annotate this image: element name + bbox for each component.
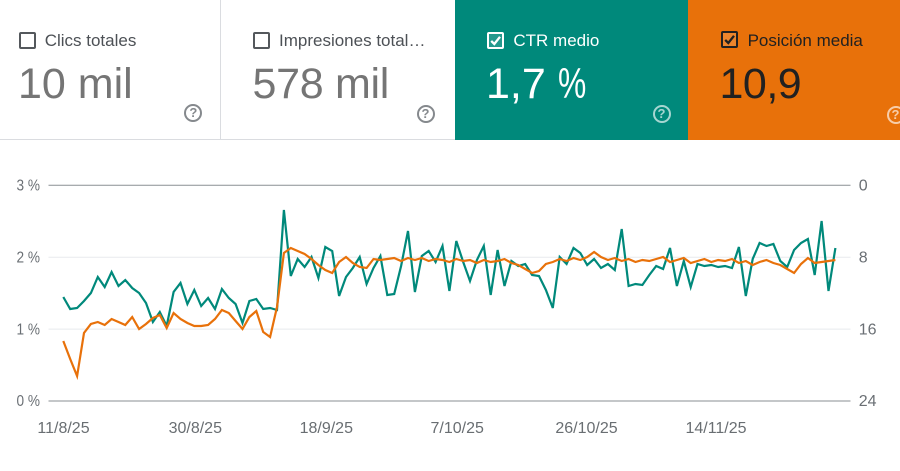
- svg-text:0 %: 0 %: [17, 393, 41, 410]
- svg-text:18/9/25: 18/9/25: [300, 420, 353, 437]
- svg-text:11/8/25: 11/8/25: [37, 420, 89, 437]
- svg-text:1 %: 1 %: [17, 321, 41, 338]
- svg-text:26/10/25: 26/10/25: [555, 420, 617, 437]
- svg-text:2 %: 2 %: [17, 249, 41, 266]
- svg-text:24: 24: [859, 393, 877, 410]
- svg-text:8: 8: [859, 249, 868, 266]
- svg-text:0: 0: [859, 178, 868, 195]
- svg-text:3 %: 3 %: [17, 178, 41, 195]
- svg-text:7/10/25: 7/10/25: [431, 420, 484, 437]
- svg-text:14/11/25: 14/11/25: [685, 420, 746, 437]
- svg-text:30/8/25: 30/8/25: [169, 420, 222, 437]
- svg-text:16: 16: [859, 321, 877, 338]
